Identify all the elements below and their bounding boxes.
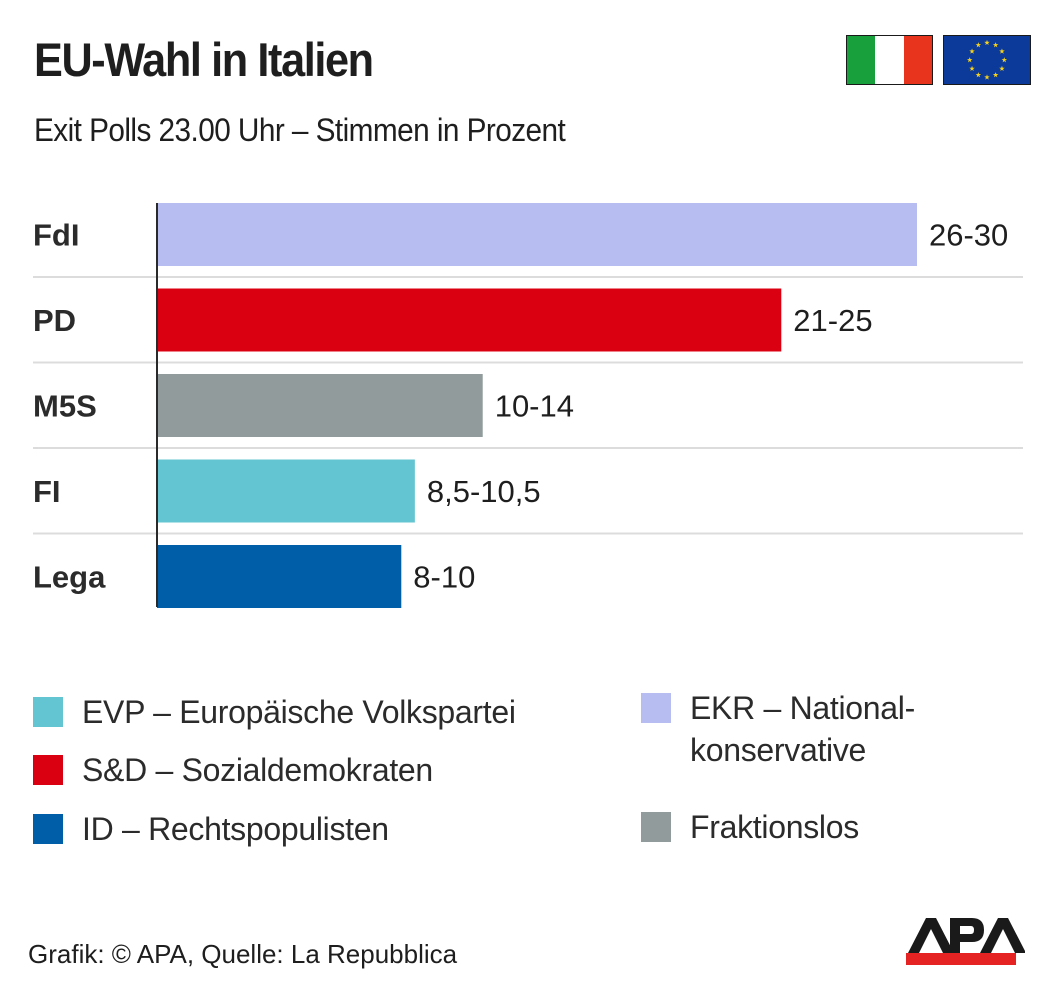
bar-fi <box>157 459 415 523</box>
chart-subtitle: Exit Polls 23.00 Uhr – Stimmen in Prozen… <box>34 112 566 148</box>
category-label: Lega <box>33 560 106 595</box>
value-label: 8,5-10,5 <box>427 474 541 509</box>
legend-label: EVP – Europäische Volkspartei <box>82 694 516 730</box>
legend-swatch-id <box>33 814 63 844</box>
value-label: 8-10 <box>413 560 475 595</box>
eu-star-icon <box>969 65 975 71</box>
legend-swatch-evp <box>33 697 63 727</box>
legend-swatch-ekr <box>641 693 671 723</box>
legend-item-ekr: EKR – National- konservative <box>641 687 915 771</box>
legend-label-line2: konservative <box>690 732 867 768</box>
bar-pd <box>157 288 782 352</box>
apa-logo <box>906 918 1025 965</box>
eu-star-icon <box>992 42 999 48</box>
italy-flag-icon <box>846 35 933 85</box>
category-label: PD <box>33 303 76 338</box>
legend-swatch-sd <box>33 755 63 785</box>
chart-title: EU-Wahl in Italien <box>34 33 374 86</box>
eu-star-icon <box>969 48 975 54</box>
bar-lega <box>157 545 402 608</box>
legend-label: ID – Rechtspopulisten <box>82 811 389 847</box>
eu-flag-icon <box>943 35 1031 85</box>
legend-label: Fraktionslos <box>690 809 859 845</box>
value-label: 26-30 <box>929 218 1008 253</box>
category-label: FdI <box>33 218 80 253</box>
eu-star-icon <box>984 39 990 46</box>
legend-item-id: ID – Rechtspopulisten <box>33 808 389 850</box>
legend-item-sd: S&D – Sozialdemokraten <box>33 749 433 791</box>
eu-star-icon <box>975 42 982 48</box>
legend-swatch-fraktionslos <box>641 812 671 842</box>
legend-label: EKR – National- konservative <box>690 687 915 771</box>
legend-label-line1: EKR – National- <box>690 690 915 726</box>
source-credit: Grafik: © APA, Quelle: La Repubblica <box>28 939 458 969</box>
value-label: 10-14 <box>495 389 574 424</box>
category-label: FI <box>33 474 61 509</box>
eu-star-icon <box>999 65 1005 71</box>
legend-label: S&D – Sozialdemokraten <box>82 752 433 788</box>
bar-m5s <box>157 374 483 437</box>
category-label: M5S <box>33 389 97 424</box>
eu-star-icon <box>992 72 999 78</box>
bar-fdi <box>157 203 917 266</box>
bar-chart: FdI PD M5S FI Lega 26-30 21-25 10-14 8,5-10,5 8-… <box>33 203 1023 608</box>
eu-star-icon <box>999 48 1005 54</box>
eu-star-icon <box>975 72 982 78</box>
value-label: 21-25 <box>793 303 872 338</box>
legend-item-evp: EVP – Europäische Volkspartei <box>33 691 516 733</box>
eu-star-icon <box>984 74 990 80</box>
eu-star-icon <box>966 57 973 63</box>
eu-star-icon <box>1001 57 1008 63</box>
legend-item-fraktionslos: Fraktionslos <box>641 806 859 848</box>
